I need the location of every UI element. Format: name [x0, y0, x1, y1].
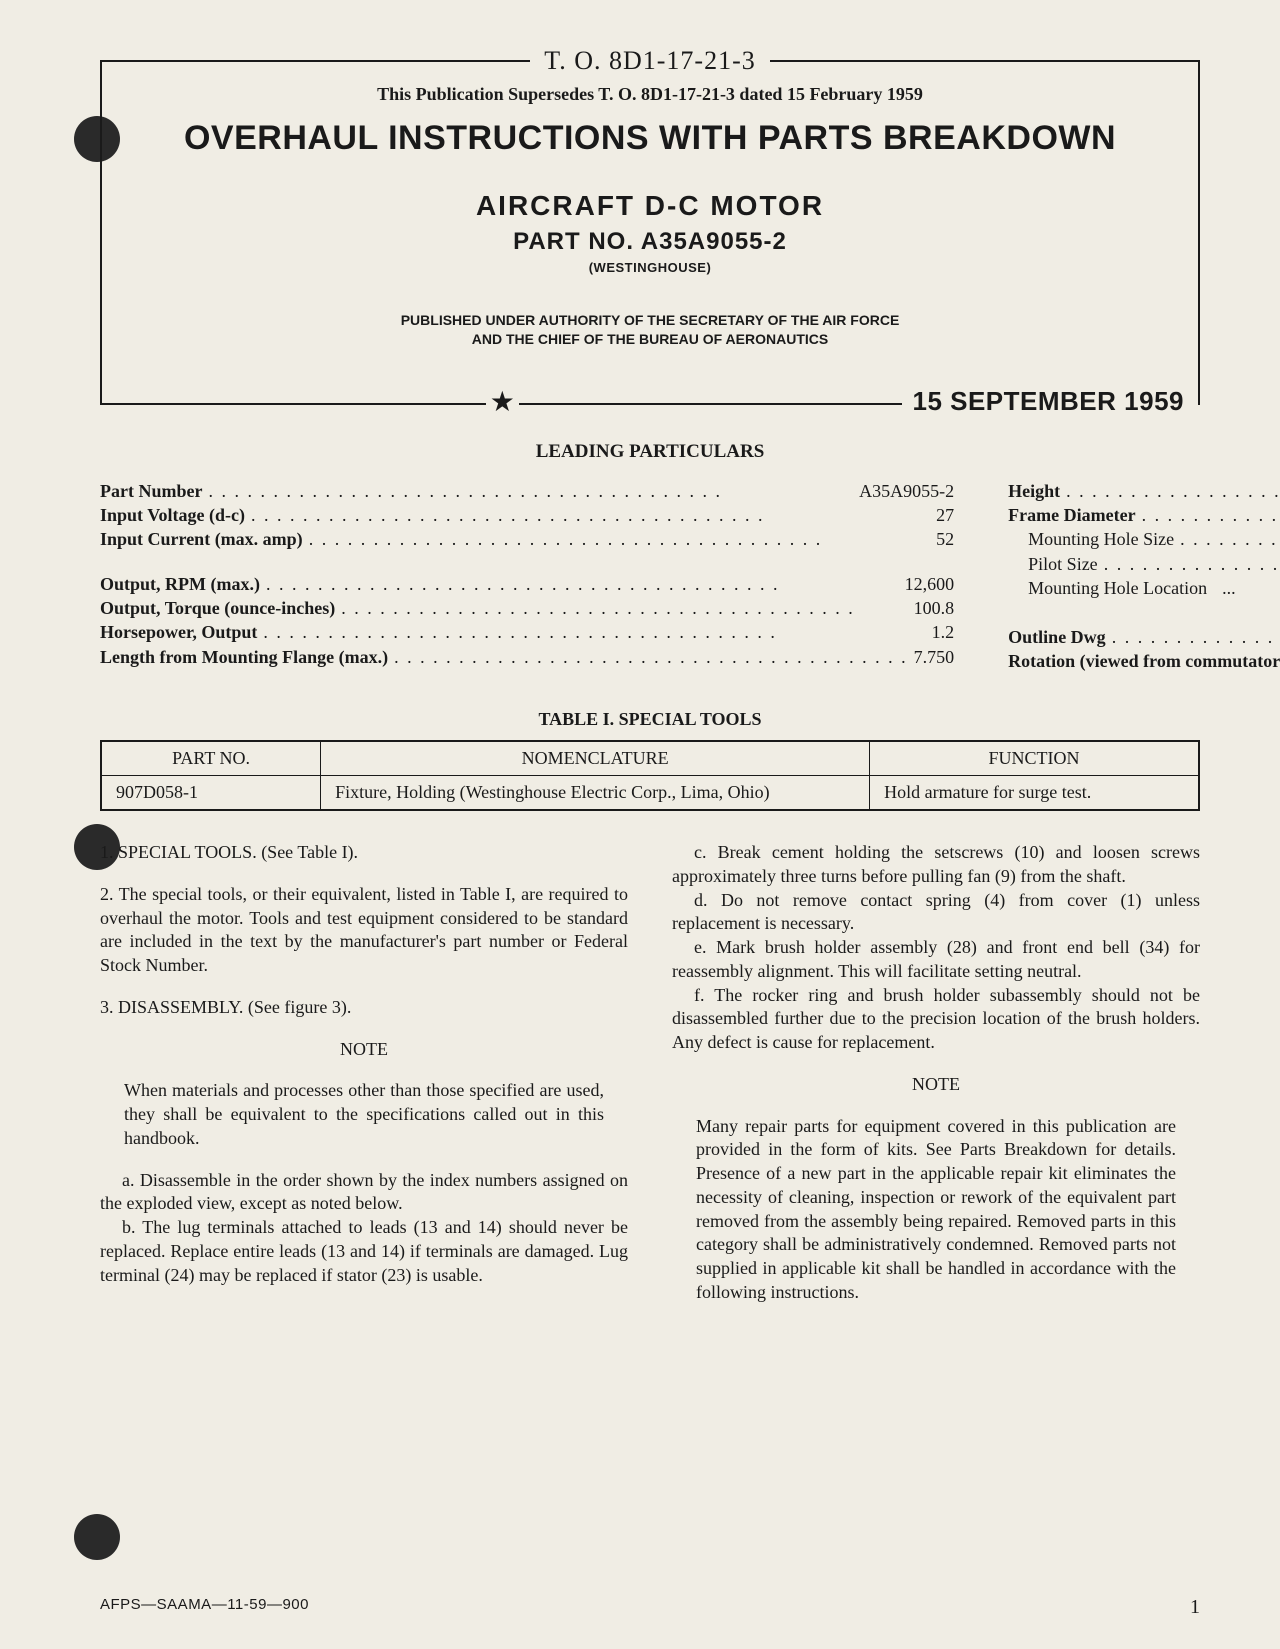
particular-label: Mounting Hole Size: [1008, 527, 1180, 551]
publication-date: 15 SEPTEMBER 1959: [902, 386, 1198, 417]
table-cell: 907D058-1: [101, 776, 321, 811]
particular-value: 7.750: [908, 645, 955, 669]
para-a: a. Disassemble in the order shown by the…: [100, 1169, 628, 1217]
particular-row: Input Voltage (d-c) 27: [100, 503, 954, 527]
particular-row: Mounting Hole Location ... 4 equally spa…: [1008, 576, 1280, 600]
to-number: T. O. 8D1-17-21-3: [530, 46, 769, 76]
particular-label: Input Voltage (d-c): [100, 503, 251, 527]
particular-value: 1.2: [926, 620, 955, 644]
particular-label: Length from Mounting Flange (max.): [100, 645, 394, 669]
body-left-col: 1. SPECIAL TOOLS. (See Table I). 2. The …: [100, 841, 628, 1305]
particular-label: Pilot Size: [1008, 552, 1104, 576]
para-f: f. The rocker ring and brush holder suba…: [672, 984, 1200, 1055]
authority-line-1: PUBLISHED UNDER AUTHORITY OF THE SECRETA…: [401, 312, 900, 328]
particular-row: Rotation (viewed from commutator end)CW: [1008, 649, 1280, 673]
table-caption: TABLE I. SPECIAL TOOLS: [100, 709, 1200, 730]
particular-value: 100.8: [908, 596, 955, 620]
particular-label: Frame Diameter: [1008, 503, 1141, 527]
para-e: e. Mark brush holder assembly (28) and f…: [672, 936, 1200, 984]
para-1: 1. SPECIAL TOOLS. (See Table I).: [100, 841, 628, 865]
particular-row: Output, Torque (ounce-inches) 100.8: [100, 596, 954, 620]
particular-value: 52: [930, 527, 954, 551]
note-body-2: Many repair parts for equipment covered …: [672, 1115, 1200, 1305]
particular-label: Output, RPM (max.): [100, 572, 266, 596]
body-columns: 1. SPECIAL TOOLS. (See Table I). 2. The …: [100, 841, 1200, 1305]
particular-row: Mounting Hole Size0.164 by 32 (NC-2B): [1008, 527, 1280, 551]
particular-label: Input Current (max. amp): [100, 527, 309, 551]
particular-label: Outline Dwg: [1008, 625, 1112, 649]
manufacturer: (WESTINGHOUSE): [138, 260, 1162, 275]
particular-value: 27: [930, 503, 954, 527]
supersedes-line: This Publication Supersedes T. O. 8D1-17…: [138, 84, 1162, 105]
table-cell: Hold armature for surge test.: [870, 776, 1199, 811]
para-3: 3. DISASSEMBLY. (See figure 3).: [100, 996, 628, 1020]
para-2: 2. The special tools, or their equivalen…: [100, 883, 628, 978]
particular-row: Part Number A35A9055-2: [100, 479, 954, 503]
particular-label: Horsepower, Output: [100, 620, 263, 644]
footer: AFPS—SAAMA—11-59—900 1: [100, 1596, 1200, 1619]
authority-line-2: AND THE CHIEF OF THE BUREAU OF AERONAUTI…: [472, 331, 828, 347]
particular-row: Output, RPM (max.) 12,600: [100, 572, 954, 596]
header-box: T. O. 8D1-17-21-3 This Publication Super…: [100, 60, 1200, 405]
authority: PUBLISHED UNDER AUTHORITY OF THE SECRETA…: [138, 311, 1162, 349]
particular-row: Horsepower, Output 1.2: [100, 620, 954, 644]
particulars-title: LEADING PARTICULARS: [100, 441, 1200, 463]
table-header: FUNCTION: [870, 741, 1199, 776]
table-header: NOMENCLATURE: [321, 741, 870, 776]
particulars-left-col: Part NumberA35A9055-2Input Voltage (d-c)…: [100, 479, 954, 673]
particular-label: Mounting Hole Location: [1008, 576, 1213, 600]
table-cell: Fixture, Holding (Westinghouse Electric …: [321, 776, 870, 811]
particular-value: 12,600: [899, 572, 955, 596]
particular-label: Rotation (viewed from commutator end): [1008, 649, 1280, 673]
particular-row: Pilot Size3.246/3.249 inches: [1008, 552, 1280, 576]
particular-row: Frame Diameter4 inches: [1008, 503, 1280, 527]
para-d: d. Do not remove contact spring (4) from…: [672, 889, 1200, 937]
body-right-col: c. Break cement holding the setscrews (1…: [672, 841, 1200, 1305]
particular-value: A35A9055-2: [853, 479, 954, 503]
special-tools-table: PART NO.NOMENCLATUREFUNCTION 907D058-1Fi…: [100, 740, 1200, 811]
particular-label: Part Number: [100, 479, 208, 503]
particular-row: Length from Mounting Flange (max.) 7.750: [100, 645, 954, 669]
para-c: c. Break cement holding the setscrews (1…: [672, 841, 1200, 889]
table-row: 907D058-1Fixture, Holding (Westinghouse …: [101, 776, 1199, 811]
para-b: b. The lug terminals attached to leads (…: [100, 1216, 628, 1287]
note-title: NOTE: [100, 1038, 628, 1062]
footer-left: AFPS—SAAMA—11-59—900: [100, 1596, 309, 1619]
part-no-title: PART NO. A35A9055-2: [138, 228, 1162, 256]
equipment-title: AIRCRAFT D-C MOTOR: [138, 190, 1162, 222]
table-header: PART NO.: [101, 741, 321, 776]
particular-row: 2.500 inch hole circle: [1008, 600, 1280, 624]
particulars-right-col: Height5 inchesFrame Diameter4 inchesMoun…: [1008, 479, 1280, 673]
particular-row: Outline Dwg28B9354: [1008, 625, 1280, 649]
particular-label: Output, Torque (ounce-inches): [100, 596, 341, 620]
particular-row: Height5 inches: [1008, 479, 1280, 503]
star-icon: ★: [486, 385, 519, 419]
particular-row: Input Current (max. amp) 52: [100, 527, 954, 551]
page-number: 1: [1190, 1596, 1200, 1619]
page: T. O. 8D1-17-21-3 This Publication Super…: [100, 60, 1200, 1609]
leading-particulars: Part NumberA35A9055-2Input Voltage (d-c)…: [100, 479, 1200, 673]
main-title: OVERHAUL INSTRUCTIONS WITH PARTS BREAKDO…: [138, 119, 1162, 158]
particular-label: Height: [1008, 479, 1066, 503]
note-body: When materials and processes other than …: [100, 1079, 628, 1150]
note-title-2: NOTE: [672, 1073, 1200, 1097]
